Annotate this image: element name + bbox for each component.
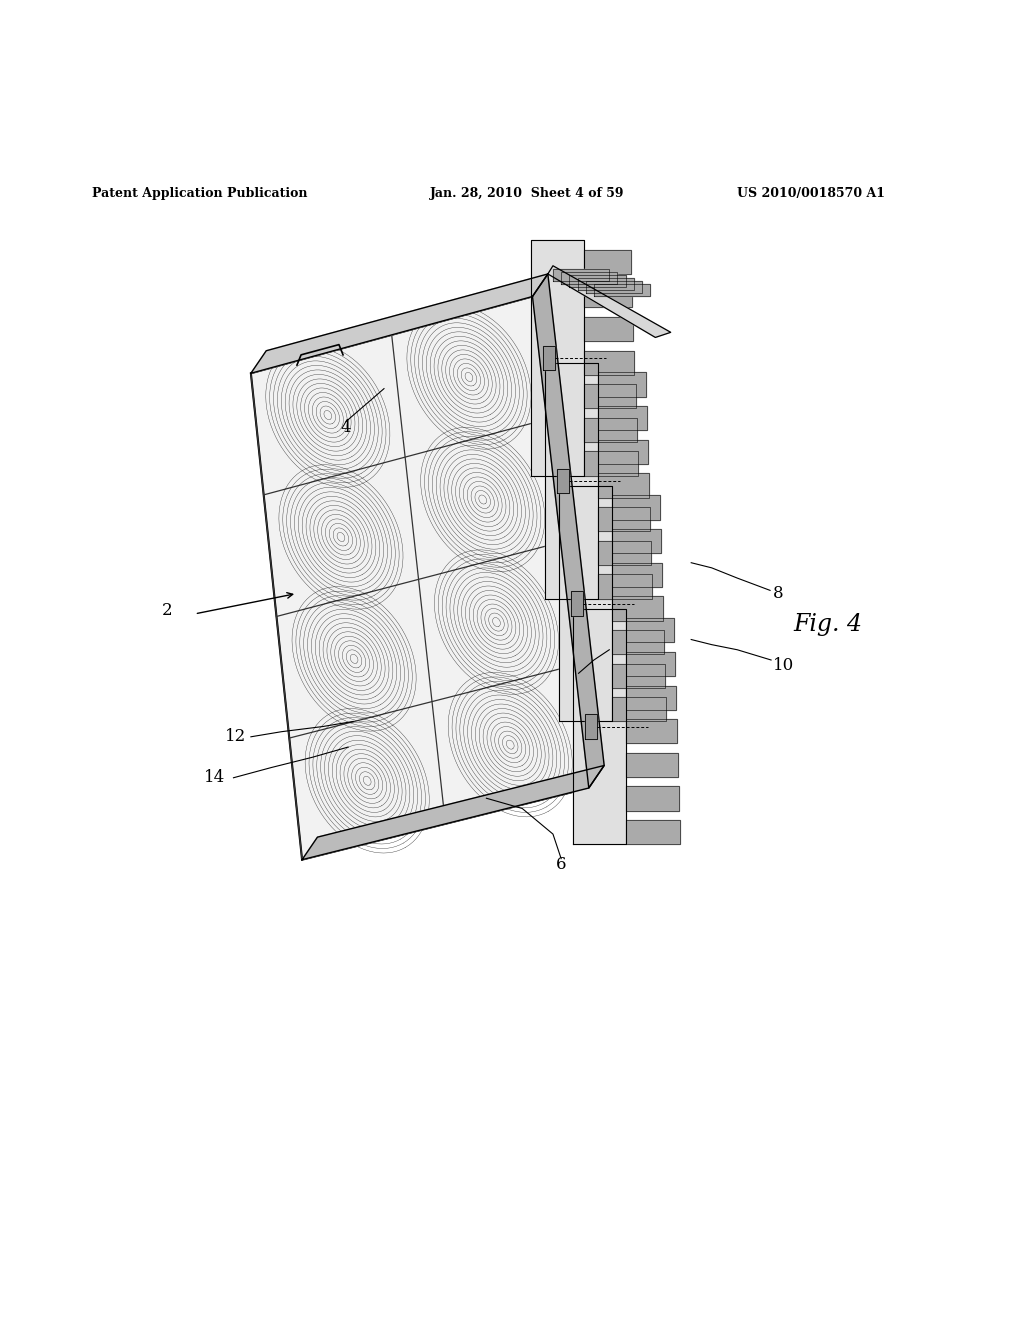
Text: 10: 10 <box>773 656 795 673</box>
Polygon shape <box>584 418 637 442</box>
Text: 6: 6 <box>556 857 566 874</box>
Polygon shape <box>627 652 675 676</box>
Polygon shape <box>612 630 664 655</box>
Polygon shape <box>598 440 647 463</box>
Polygon shape <box>584 384 636 408</box>
Polygon shape <box>543 346 555 370</box>
Polygon shape <box>584 317 634 341</box>
Polygon shape <box>627 618 674 643</box>
Polygon shape <box>627 787 679 810</box>
Polygon shape <box>627 752 678 777</box>
Text: 4: 4 <box>341 418 351 436</box>
Text: US 2010/0018570 A1: US 2010/0018570 A1 <box>737 186 886 199</box>
Polygon shape <box>572 609 627 845</box>
Polygon shape <box>584 249 632 273</box>
Text: 14: 14 <box>205 770 225 787</box>
Text: 4: 4 <box>573 672 584 689</box>
Text: 12: 12 <box>225 729 246 746</box>
Polygon shape <box>557 469 569 494</box>
Polygon shape <box>586 281 642 293</box>
Polygon shape <box>612 697 666 722</box>
Polygon shape <box>612 495 659 520</box>
Polygon shape <box>302 766 604 859</box>
Polygon shape <box>612 529 660 553</box>
Polygon shape <box>598 474 648 498</box>
Polygon shape <box>553 269 609 281</box>
Polygon shape <box>584 284 633 308</box>
Polygon shape <box>569 275 626 288</box>
Polygon shape <box>627 685 676 710</box>
Polygon shape <box>584 451 638 475</box>
Polygon shape <box>627 820 680 845</box>
Polygon shape <box>598 507 649 531</box>
Text: 8: 8 <box>773 585 783 602</box>
Polygon shape <box>598 541 650 565</box>
Polygon shape <box>251 275 548 374</box>
Polygon shape <box>578 279 634 290</box>
Text: Fig. 4: Fig. 4 <box>794 612 862 636</box>
Polygon shape <box>598 372 645 397</box>
Polygon shape <box>585 714 597 739</box>
Polygon shape <box>612 597 663 620</box>
Polygon shape <box>530 240 584 475</box>
Text: Patent Application Publication: Patent Application Publication <box>92 186 307 199</box>
Text: 2: 2 <box>162 602 172 619</box>
Polygon shape <box>251 297 589 859</box>
Polygon shape <box>584 351 635 375</box>
Polygon shape <box>612 562 662 587</box>
Polygon shape <box>598 574 651 598</box>
Polygon shape <box>598 407 646 430</box>
Polygon shape <box>627 719 677 743</box>
Polygon shape <box>532 275 604 788</box>
Polygon shape <box>548 265 671 338</box>
Polygon shape <box>612 664 665 688</box>
Text: Jan. 28, 2010  Sheet 4 of 59: Jan. 28, 2010 Sheet 4 of 59 <box>430 186 625 199</box>
Polygon shape <box>559 486 612 722</box>
Polygon shape <box>545 363 598 598</box>
Polygon shape <box>594 284 650 297</box>
Polygon shape <box>570 591 583 616</box>
Polygon shape <box>561 272 617 284</box>
